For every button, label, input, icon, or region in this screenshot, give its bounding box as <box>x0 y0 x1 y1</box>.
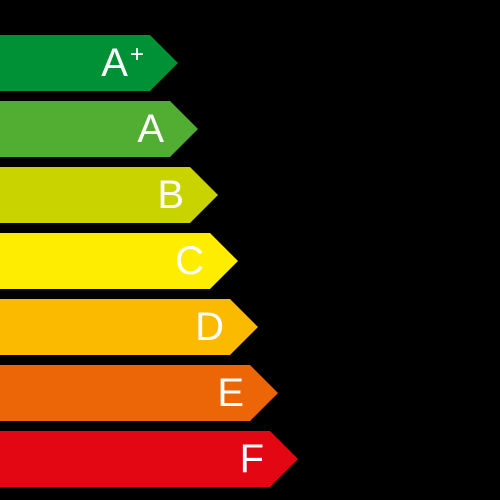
energy-bar: D <box>0 299 258 355</box>
chevron-right-icon <box>250 365 278 421</box>
energy-label-chart: A+ ABCDEF <box>0 0 500 500</box>
energy-bar: C <box>0 233 238 289</box>
energy-bar: B <box>0 167 218 223</box>
energy-bar-label: A+ <box>101 35 144 91</box>
energy-bar-label: D <box>195 299 224 355</box>
energy-bar: A+ <box>0 35 178 91</box>
energy-bar: A <box>0 101 198 157</box>
chevron-right-icon <box>150 35 178 91</box>
energy-bar-label: F <box>240 431 264 487</box>
chevron-right-icon <box>210 233 238 289</box>
energy-bar: E <box>0 365 278 421</box>
energy-bar-rect <box>0 431 270 487</box>
energy-bar-label: C <box>175 233 204 289</box>
energy-bar-label: E <box>217 365 244 421</box>
chevron-right-icon <box>190 167 218 223</box>
energy-bar-label: B <box>157 167 184 223</box>
chevron-right-icon <box>170 101 198 157</box>
chevron-right-icon <box>230 299 258 355</box>
chevron-right-icon <box>270 431 298 487</box>
energy-bar: F <box>0 431 298 487</box>
energy-bar-label: A <box>137 101 164 157</box>
energy-bar-rect <box>0 365 250 421</box>
